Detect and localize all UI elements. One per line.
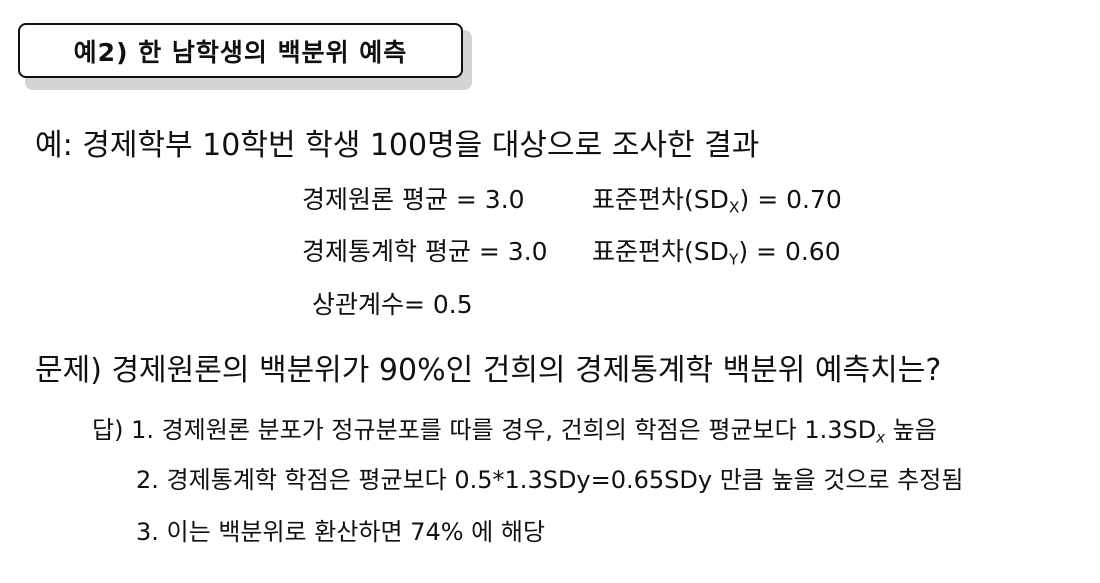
sd-y-suffix: ) = 0.60: [738, 237, 841, 266]
answer-1-suffix: 높음: [885, 416, 937, 444]
question-text: 문제) 경제원론의 백분위가 90%인 건희의 경제통계학 백분위 예측치는?: [35, 353, 942, 388]
sd-x-subscript: X: [728, 198, 740, 217]
intro-text: 예: 경제학부 10학번 학생 100명을 대상으로 조사한 결과: [35, 128, 760, 163]
sd-x-prefix: 표준편차(SD: [592, 185, 729, 214]
econ-statistics-mean: 경제통계학 평균 = 3.0: [302, 237, 548, 266]
sd-y-line: 표준편차(SDY) = 0.60: [592, 232, 841, 269]
sd-y-subscript: Y: [728, 250, 739, 269]
page-title: 예2) 한 남학생의 백분위 예측: [73, 37, 408, 67]
answer-1-prefix: 답) 1. 경제원론 분포가 정규분포를 따를 경우, 건희의 학점은 평균보다…: [92, 416, 877, 444]
answer-3: 3. 이는 백분위로 환산하면 74% 에 해당: [136, 518, 546, 546]
sd-x-suffix: ) = 0.70: [739, 185, 842, 214]
answer-2: 2. 경제통계학 학점은 평균보다 0.5*1.3SDy=0.65SDy 만큼 …: [136, 466, 964, 494]
sd-y-prefix: 표준편차(SD: [592, 237, 729, 266]
answer-1: 답) 1. 경제원론 분포가 정규분포를 따를 경우, 건희의 학점은 평균보다…: [92, 410, 937, 446]
sd-x-line: 표준편차(SDX) = 0.70: [592, 180, 842, 217]
correlation-coefficient: 상관계수= 0.5: [312, 290, 473, 319]
answer-1-subscript: x: [876, 428, 886, 447]
econ-principles-mean: 경제원론 평균 = 3.0: [302, 185, 525, 214]
title-box: 예2) 한 남학생의 백분위 예측: [18, 23, 463, 78]
